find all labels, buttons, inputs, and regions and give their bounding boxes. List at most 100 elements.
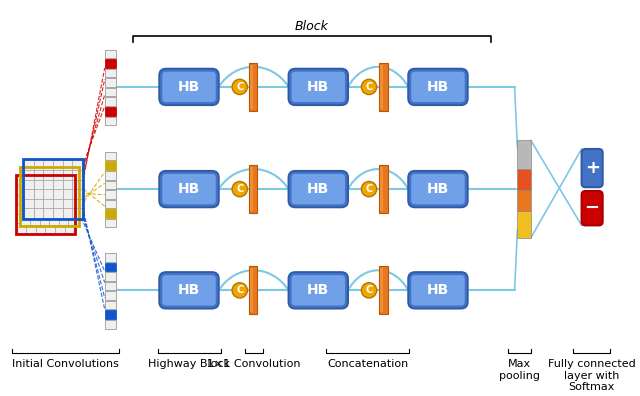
FancyBboxPatch shape	[410, 70, 466, 103]
Bar	[45, 185, 55, 195]
Bar	[26, 204, 36, 214]
FancyBboxPatch shape	[291, 274, 346, 307]
Bar	[55, 185, 65, 195]
Bar	[105, 200, 116, 208]
FancyBboxPatch shape	[159, 69, 219, 105]
Circle shape	[232, 79, 248, 95]
Bar	[26, 195, 36, 204]
Text: C: C	[236, 184, 243, 194]
Bar	[68, 216, 78, 225]
Bar	[17, 214, 26, 223]
Bar	[45, 195, 55, 204]
Bar	[34, 189, 44, 199]
Bar	[24, 179, 34, 189]
Bar	[20, 197, 30, 206]
Text: HB: HB	[178, 283, 200, 297]
Bar	[34, 179, 44, 189]
Bar	[105, 116, 116, 125]
Text: Max
pooling: Max pooling	[499, 359, 540, 381]
Text: Fully connected
layer with
Softmax: Fully connected layer with Softmax	[548, 359, 636, 392]
Bar	[380, 268, 383, 312]
Bar	[24, 189, 34, 199]
Text: +: +	[584, 159, 600, 177]
Bar	[105, 219, 116, 227]
Bar	[20, 167, 79, 227]
Bar	[105, 282, 116, 290]
Bar	[380, 65, 383, 109]
Bar	[63, 170, 72, 179]
Bar	[53, 179, 63, 189]
Bar	[65, 214, 74, 223]
Bar	[44, 160, 53, 170]
Bar	[45, 176, 55, 185]
Bar	[26, 185, 36, 195]
Bar	[68, 197, 78, 206]
Text: C: C	[365, 286, 372, 295]
FancyBboxPatch shape	[159, 171, 219, 207]
Bar	[250, 167, 253, 211]
Bar	[17, 185, 26, 195]
Circle shape	[232, 181, 248, 197]
FancyBboxPatch shape	[159, 272, 219, 308]
FancyBboxPatch shape	[161, 274, 217, 307]
Bar	[72, 208, 82, 218]
Bar	[379, 267, 388, 314]
FancyBboxPatch shape	[410, 274, 466, 307]
Circle shape	[362, 283, 377, 298]
Bar	[55, 195, 65, 204]
Bar	[44, 208, 53, 218]
Bar	[105, 59, 116, 68]
Bar	[59, 216, 68, 225]
Bar	[105, 310, 116, 319]
Text: HB: HB	[307, 283, 330, 297]
Bar	[105, 171, 116, 179]
Bar	[26, 223, 36, 233]
FancyBboxPatch shape	[161, 70, 217, 103]
Bar	[379, 165, 388, 213]
Bar	[44, 179, 53, 189]
FancyBboxPatch shape	[410, 173, 466, 206]
Bar	[63, 208, 72, 218]
Bar	[40, 197, 49, 206]
Bar	[49, 178, 59, 187]
Bar	[105, 320, 116, 329]
Bar	[59, 187, 68, 197]
FancyBboxPatch shape	[408, 171, 468, 207]
Bar	[72, 160, 82, 170]
Bar	[72, 170, 82, 179]
Bar	[65, 195, 74, 204]
Circle shape	[362, 79, 377, 95]
Bar	[20, 178, 30, 187]
Circle shape	[362, 181, 377, 197]
Bar	[20, 216, 30, 225]
Bar	[105, 162, 116, 170]
Bar	[53, 160, 63, 170]
Bar	[30, 216, 40, 225]
Bar	[24, 208, 34, 218]
Bar	[63, 189, 72, 199]
FancyBboxPatch shape	[291, 173, 346, 206]
Bar	[30, 178, 40, 187]
Bar	[55, 176, 65, 185]
Bar	[34, 170, 44, 179]
Text: C: C	[236, 82, 243, 92]
Text: Highway Block: Highway Block	[148, 359, 230, 369]
Bar	[34, 199, 44, 208]
Bar	[380, 167, 383, 211]
Bar	[45, 223, 55, 233]
Bar	[20, 168, 30, 178]
Bar	[105, 69, 116, 77]
Text: C: C	[365, 82, 372, 92]
Bar	[63, 179, 72, 189]
Bar	[105, 301, 116, 309]
Bar	[105, 263, 116, 271]
Bar	[72, 199, 82, 208]
Bar	[59, 206, 68, 216]
Bar	[105, 50, 116, 58]
Bar	[23, 160, 83, 219]
Bar	[105, 78, 116, 87]
Bar	[68, 168, 78, 178]
Text: Block: Block	[295, 21, 329, 33]
Bar	[16, 175, 75, 234]
Bar	[518, 211, 531, 238]
